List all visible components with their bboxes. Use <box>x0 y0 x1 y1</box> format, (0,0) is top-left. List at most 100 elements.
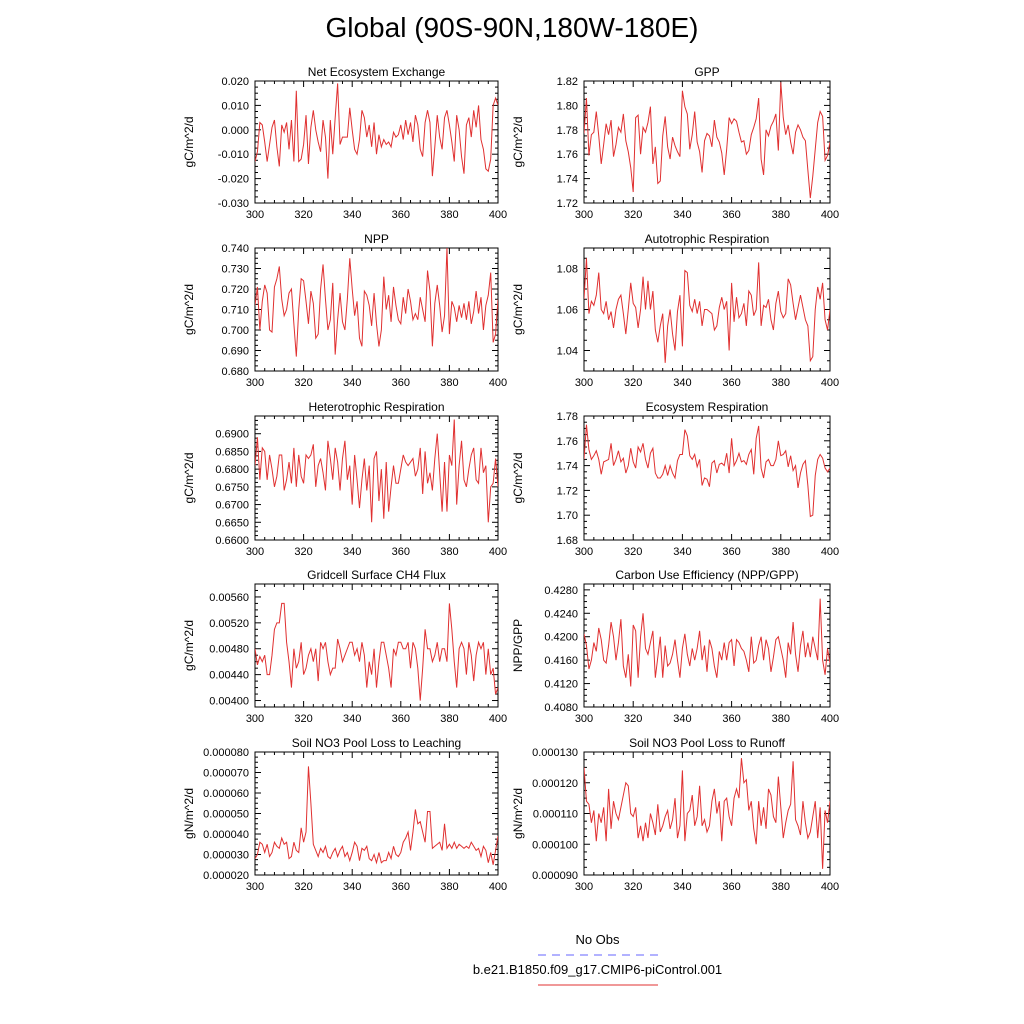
plot-frame <box>583 80 831 204</box>
panel-title: Gridcell Surface CH4 Flux <box>307 568 446 582</box>
x-tick-label: 380 <box>440 881 458 893</box>
y-tick-label: 1.04 <box>557 346 578 358</box>
panel-title: Soil NO3 Pool Loss to Runoff <box>629 736 786 750</box>
chart-panel-5: Heterotrophic Respiration gC/m^2/d 300 320 3… <box>182 400 507 558</box>
x-tick-label: 340 <box>673 209 691 221</box>
y-tick-label: 0.000070 <box>203 768 249 780</box>
y-tick-label: -0.030 <box>218 198 249 210</box>
x-tick-label: 360 <box>722 546 740 558</box>
x-tick-label: 300 <box>246 546 264 558</box>
y-tick-label: 1.76 <box>557 149 578 161</box>
y-tick-label: 0.6750 <box>215 482 249 494</box>
y-axis-label: gC/m^2/d <box>182 284 196 335</box>
y-tick-label: 0.4280 <box>544 585 578 597</box>
x-tick-label: 320 <box>624 713 642 725</box>
x-tick-label: 300 <box>246 377 264 389</box>
x-tick-label: 300 <box>246 713 264 725</box>
series-line <box>255 602 498 701</box>
x-tick-label: 340 <box>343 713 361 725</box>
x-tick-label: 400 <box>489 881 507 893</box>
y-tick-label: 0.4080 <box>544 702 578 714</box>
plot-frame <box>583 583 831 708</box>
x-tick-label: 380 <box>772 377 790 389</box>
x-tick-label: 300 <box>575 209 593 221</box>
y-tick-label: 0.000050 <box>203 809 249 821</box>
x-tick-label: 380 <box>440 209 458 221</box>
y-tick-label: 0.4160 <box>544 655 578 667</box>
y-axis-label: gN/m^2/d <box>182 788 196 839</box>
y-tick-label: 0.000020 <box>203 870 249 882</box>
y-axis-label: gC/m^2/d <box>511 117 525 168</box>
x-tick-label: 300 <box>575 881 593 893</box>
x-tick-label: 300 <box>575 713 593 725</box>
x-tick-label: 320 <box>624 881 642 893</box>
x-tick-label: 320 <box>294 377 312 389</box>
y-tick-label: 0.690 <box>221 346 249 358</box>
chart-panel-1: Net Ecosystem Exchange gC/m^2/d 300 320 340 3… <box>182 65 507 221</box>
x-tick-label: 340 <box>673 377 691 389</box>
y-tick-label: 0.4240 <box>544 608 578 620</box>
y-axis-label: gC/m^2/d <box>182 620 196 671</box>
y-tick-label: 0.000110 <box>533 809 578 821</box>
page-title: Global (90S-90N,180W-180E) <box>325 12 699 43</box>
x-tick-label: 400 <box>489 377 507 389</box>
x-tick-label: 360 <box>392 881 410 893</box>
series-line <box>584 82 830 199</box>
y-tick-label: 0.700 <box>221 325 249 337</box>
x-tick-label: 360 <box>722 713 740 725</box>
x-tick-label: 400 <box>489 546 507 558</box>
x-tick-label: 380 <box>772 209 790 221</box>
y-tick-label: 0.000090 <box>532 870 578 882</box>
x-tick-label: 320 <box>624 546 642 558</box>
y-tick-label: 1.08 <box>557 264 578 276</box>
x-tick-label: 340 <box>673 546 691 558</box>
y-tick-label: 0.000040 <box>203 829 249 841</box>
x-tick-label: 340 <box>343 209 361 221</box>
y-tick-label: 0.6900 <box>215 429 249 441</box>
x-tick-label: 300 <box>575 546 593 558</box>
series-line <box>255 83 498 179</box>
y-tick-label: 0.000100 <box>532 839 578 851</box>
y-tick-label: 0.6650 <box>215 517 249 529</box>
panel-title: Carbon Use Efficiency (NPP/GPP) <box>615 568 798 582</box>
x-tick-label: 340 <box>343 546 361 558</box>
y-tick-label: 1.82 <box>557 76 578 88</box>
chart-panel-7: Gridcell Surface CH4 Flux gC/m^2/d 300 320 3… <box>182 568 507 725</box>
x-tick-label: 360 <box>722 377 740 389</box>
x-tick-label: 320 <box>624 377 642 389</box>
x-tick-label: 360 <box>722 209 740 221</box>
y-tick-label: 0.000120 <box>532 778 578 790</box>
plot-frame <box>254 247 499 372</box>
plot-frame <box>254 80 499 204</box>
x-tick-label: 400 <box>821 881 839 893</box>
series-line <box>255 248 498 357</box>
x-tick-label: 400 <box>821 377 839 389</box>
x-tick-label: 380 <box>772 713 790 725</box>
panel-title: Autotrophic Respiration <box>645 232 770 246</box>
x-tick-label: 320 <box>294 881 312 893</box>
y-tick-label: 0.010 <box>221 100 249 112</box>
y-tick-label: -0.010 <box>218 149 249 161</box>
chart-panel-4: Autotrophic Respiration gC/m^2/d 300 320 340… <box>511 232 839 389</box>
y-axis-label: gN/m^2/d <box>511 788 525 839</box>
x-tick-label: 400 <box>489 713 507 725</box>
chart-panel-8: Carbon Use Efficiency (NPP/GPP) NPP/GPP 30… <box>511 568 839 725</box>
y-tick-label: 1.72 <box>557 198 578 210</box>
plot-frame <box>583 415 831 541</box>
x-tick-label: 340 <box>343 881 361 893</box>
y-tick-label: 0.6600 <box>215 535 249 547</box>
series-line <box>584 424 830 518</box>
x-tick-label: 400 <box>489 209 507 221</box>
panel-title: NPP <box>364 232 389 246</box>
chart-panel-10: Soil NO3 Pool Loss to Runoff gN/m^2/d 300 3… <box>511 736 839 893</box>
series-line <box>255 419 498 523</box>
y-tick-label: 0.680 <box>221 366 249 378</box>
series-line <box>584 258 830 363</box>
x-tick-label: 320 <box>294 713 312 725</box>
x-tick-label: 380 <box>772 546 790 558</box>
x-tick-label: 300 <box>246 209 264 221</box>
y-tick-label: 0.730 <box>221 264 249 276</box>
x-tick-label: 400 <box>821 546 839 558</box>
y-tick-label: 0.000060 <box>203 788 249 800</box>
y-tick-label: 1.72 <box>557 485 578 497</box>
